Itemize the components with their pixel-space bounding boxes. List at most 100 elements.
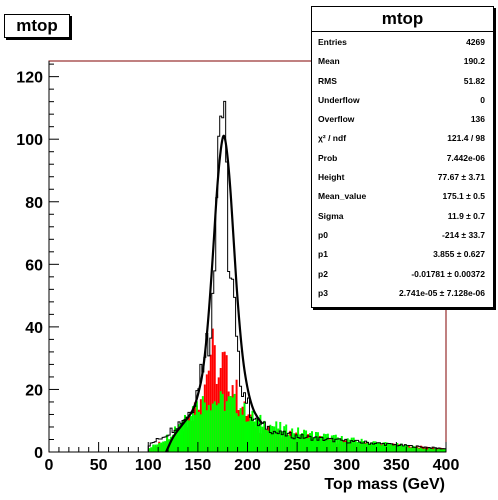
stats-box: mtop Entries 4269 Mean 190.2 RMS 51.82 Underfl… bbox=[311, 6, 494, 308]
green_fill-bin bbox=[364, 443, 367, 452]
stats-value: 175.1 ± 0.5 bbox=[442, 191, 485, 202]
green_fill-bin bbox=[287, 434, 290, 452]
green_fill-bin bbox=[281, 431, 284, 452]
green_fill-bin bbox=[203, 402, 206, 452]
green_fill-bin bbox=[237, 416, 240, 452]
green_fill-bin bbox=[195, 401, 198, 452]
y-tick-label: 60 bbox=[25, 257, 43, 274]
green_fill-bin bbox=[197, 411, 200, 452]
green_fill-bin bbox=[241, 414, 244, 452]
green_fill-bin bbox=[374, 441, 377, 452]
y-tick-label: 80 bbox=[25, 195, 43, 212]
stats-title: mtop bbox=[312, 7, 493, 32]
stats-value: 190.2 bbox=[463, 56, 485, 67]
green_fill-bin bbox=[424, 448, 427, 452]
stats-value: 121.4 / 98 bbox=[447, 133, 485, 144]
green_fill-bin bbox=[352, 437, 355, 452]
green_fill-bin bbox=[174, 426, 177, 452]
green_fill-bin bbox=[328, 439, 331, 452]
stats-value: 77.67 ± 3.71 bbox=[437, 172, 485, 183]
green_fill-bin bbox=[394, 445, 397, 452]
green_fill-bin bbox=[180, 422, 182, 452]
stats-value: 3.855 ± 0.627 bbox=[433, 249, 485, 260]
x-tick-label: 350 bbox=[383, 457, 410, 474]
green_fill-bin bbox=[396, 443, 399, 452]
fit-curve bbox=[165, 134, 264, 453]
stats-key: Sigma bbox=[318, 210, 344, 221]
green_fill-bin bbox=[398, 445, 401, 452]
green_fill-bin bbox=[330, 435, 333, 452]
stats-key: Overflow bbox=[318, 114, 355, 125]
green_fill-bin bbox=[152, 444, 155, 452]
green_fill-bin bbox=[243, 402, 246, 452]
green_fill-bin bbox=[376, 442, 379, 452]
green_fill-bin bbox=[283, 426, 286, 452]
stats-key: p1 bbox=[318, 249, 328, 260]
green_fill-bin bbox=[199, 414, 202, 452]
green_fill-bin bbox=[164, 441, 167, 452]
stats-row: Prob 7.442e-06 bbox=[312, 148, 493, 167]
x-axis-title: Top mass (GeV) bbox=[324, 476, 445, 493]
green_fill-bin bbox=[277, 428, 280, 452]
green_fill-bin bbox=[150, 447, 153, 452]
stats-key: Height bbox=[318, 172, 345, 183]
green_fill-bin bbox=[406, 444, 409, 452]
red_fill-bin bbox=[213, 345, 216, 452]
green_fill-bin bbox=[378, 442, 381, 452]
green_fill-bin bbox=[314, 431, 317, 452]
green_fill-bin bbox=[440, 448, 443, 452]
green_fill-bin bbox=[340, 436, 343, 452]
red_fill-bin bbox=[211, 328, 214, 452]
green_fill-bin bbox=[311, 431, 314, 452]
green_fill-bin bbox=[148, 448, 151, 452]
green_fill-bin bbox=[382, 442, 385, 452]
green_fill-bin bbox=[273, 426, 276, 452]
green_fill-bin bbox=[366, 441, 369, 452]
green_fill-bin bbox=[434, 448, 437, 452]
green_fill-bin bbox=[408, 447, 411, 452]
green_fill-bin bbox=[160, 442, 163, 452]
green_fill-bin bbox=[338, 438, 341, 452]
green_fill-bin bbox=[354, 440, 357, 452]
y-tick-label: 100 bbox=[16, 132, 43, 149]
green_fill-bin bbox=[193, 414, 196, 452]
stats-key: Mean bbox=[318, 56, 340, 67]
x-tick-label: 100 bbox=[135, 457, 162, 474]
green_fill-bin bbox=[428, 448, 431, 452]
green_fill-bin bbox=[251, 410, 254, 452]
green_fill-bin bbox=[384, 442, 387, 452]
green_fill-bin bbox=[370, 442, 373, 452]
green_fill-bin bbox=[247, 421, 250, 452]
green_fill-bin bbox=[362, 440, 365, 452]
green_fill-bin bbox=[392, 445, 395, 452]
green_fill-bin bbox=[442, 449, 445, 452]
green_fill-bin bbox=[269, 424, 272, 452]
green_fill-bin bbox=[263, 420, 266, 452]
green_fill-bin bbox=[178, 424, 181, 452]
stats-row: RMS 51.82 bbox=[312, 71, 493, 90]
x-tick-label: 400 bbox=[433, 457, 460, 474]
green_fill-bin bbox=[176, 428, 179, 452]
green_fill-bin bbox=[275, 421, 278, 452]
green_fill-bin bbox=[261, 426, 264, 452]
stats-row: Mean 190.2 bbox=[312, 51, 493, 70]
stats-key: p2 bbox=[318, 268, 328, 279]
green_fill-bin bbox=[295, 434, 298, 452]
plot-layer bbox=[48, 60, 447, 453]
stats-value: -214 ± 33.7 bbox=[442, 229, 485, 240]
stats-row: p1 3.855 ± 0.627 bbox=[312, 244, 493, 263]
green_fill-bin bbox=[299, 434, 302, 452]
stats-value: 7.442e-06 bbox=[446, 152, 485, 163]
y-tick-label: 0 bbox=[34, 445, 43, 462]
green_fill-bin bbox=[320, 436, 323, 452]
green_fill-bin bbox=[400, 443, 403, 452]
green_fill-bin bbox=[390, 443, 393, 452]
green_fill-bin bbox=[221, 394, 224, 452]
green_fill-bin bbox=[414, 446, 417, 452]
stats-key: p3 bbox=[318, 287, 328, 298]
green_fill-bin bbox=[205, 410, 208, 452]
green_fill-bin bbox=[156, 444, 159, 452]
green_fill-bin bbox=[191, 406, 194, 452]
red_fill-bin bbox=[223, 351, 226, 452]
